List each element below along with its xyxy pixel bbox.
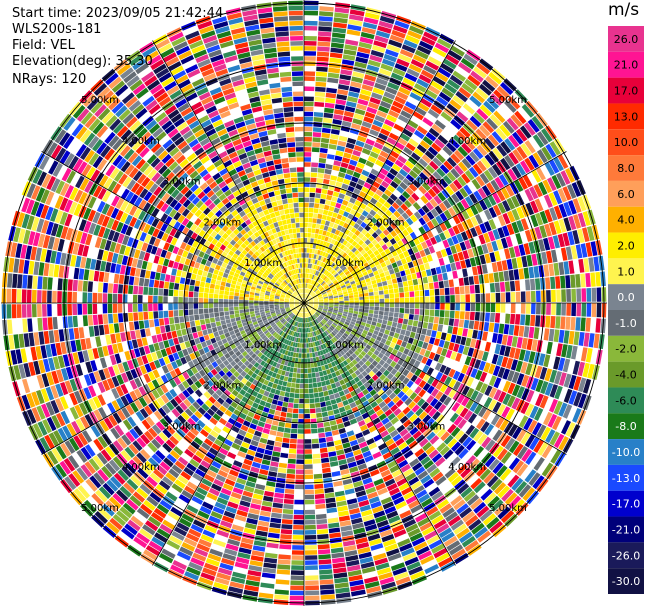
colorbar-swatch	[608, 155, 644, 181]
colorbar-swatch	[608, 542, 644, 569]
colorbar-tick: -17.0	[612, 498, 640, 511]
range-rings	[1, 0, 607, 606]
colorbar-tick: 0.0	[617, 291, 635, 304]
colorbar-swatch	[608, 413, 644, 440]
colorbar-tick: -21.0	[612, 523, 640, 536]
ring-label: 3.00km	[407, 421, 445, 432]
ring-label: 3.00km	[407, 177, 445, 188]
ring-label: 1.00km	[326, 258, 364, 269]
ring-label: 1.00km	[244, 340, 282, 351]
colorbar: 26.0 21.0 17.0 13.0 10.0 8.0 6.0 4.0 2.0 1.0 0.0 -1…	[608, 26, 644, 594]
ring-label: 2.00km	[367, 381, 405, 392]
ring-label: 4.00km	[122, 462, 160, 473]
colorbar-tick: 4.0	[617, 214, 635, 227]
ring-label: 4.00km	[122, 136, 160, 147]
colorbar-swatch	[608, 387, 644, 414]
colorbar-swatch	[608, 361, 644, 388]
colorbar-tick: -8.0	[615, 420, 636, 433]
elevation-label: Elevation(deg): 35.30	[12, 54, 153, 69]
ring-label: 2.00km	[203, 381, 241, 392]
field-label: Field: VEL	[12, 38, 75, 53]
colorbar-swatch	[608, 103, 644, 130]
radar-gates	[1, 0, 607, 606]
colorbar-swatch	[608, 77, 644, 104]
ring-label: 1.00km	[326, 340, 364, 351]
colorbar-tick: -4.0	[615, 369, 636, 382]
colorbar-swatch	[608, 335, 644, 362]
ring-label: 2.00km	[203, 217, 241, 228]
colorbar-tick: 6.0	[617, 188, 635, 201]
colorbar-tick: -2.0	[615, 343, 636, 356]
colorbar-swatch	[608, 439, 644, 465]
colorbar-tick: -10.0	[612, 446, 640, 459]
ring-label: 3.00km	[163, 177, 201, 188]
colorbar-tick: 2.0	[617, 239, 635, 252]
colorbar-tick: 1.0	[617, 265, 635, 278]
instrument-label: WLS200s-181	[12, 22, 102, 37]
colorbar-tick: -1.0	[615, 317, 636, 330]
colorbar-swatch	[608, 568, 644, 594]
colorbar-swatch	[608, 310, 644, 336]
colorbar-tick: 10.0	[614, 136, 639, 149]
colorbar-tick: -13.0	[612, 472, 640, 485]
ring-label: 5.00km	[81, 503, 119, 514]
ring-label: 2.00km	[367, 217, 405, 228]
colorbar-unit: m/s	[608, 0, 640, 20]
colorbar-tick: -30.0	[612, 575, 640, 588]
colorbar-tick: 8.0	[617, 162, 635, 175]
colorbar-swatch	[608, 516, 644, 543]
colorbar-swatch	[608, 284, 644, 310]
colorbar-swatch	[608, 206, 644, 233]
colorbar-tick: -26.0	[612, 549, 640, 562]
colorbar-tick: 26.0	[614, 33, 639, 46]
start-time-label: Start time: 2023/09/05 21:42:44	[12, 6, 224, 21]
colorbar-swatch	[608, 258, 644, 285]
ring-label: 5.00km	[489, 503, 527, 514]
colorbar-tick: 21.0	[614, 59, 639, 72]
colorbar-swatch	[608, 51, 644, 78]
colorbar-tick: -6.0	[615, 394, 636, 407]
colorbar-swatch	[608, 129, 644, 156]
colorbar-swatch	[608, 490, 644, 517]
colorbar-swatch	[608, 180, 644, 207]
ring-label: 4.00km	[448, 462, 486, 473]
colorbar-swatch	[608, 232, 644, 259]
colorbar-tick: 13.0	[614, 110, 639, 123]
colorbar-swatch	[608, 464, 644, 491]
colorbar-tick: 17.0	[614, 85, 639, 98]
ring-label: 3.00km	[163, 421, 201, 432]
ring-label: 1.00km	[244, 258, 282, 269]
colorbar-swatch	[608, 26, 644, 52]
nrays-label: NRays: 120	[12, 72, 87, 87]
range-ring-labels: 1.00km 1.00km 1.00km 1.00km 2.00km 2.00km 2.00…	[81, 95, 527, 514]
ring-label: 4.00km	[448, 136, 486, 147]
ring-label: 5.00km	[489, 95, 527, 106]
ring-label: 5.00km	[81, 95, 119, 106]
